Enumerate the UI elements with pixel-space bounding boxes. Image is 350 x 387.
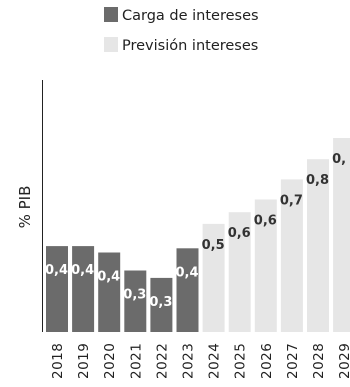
x-tick-2029: 2029: [337, 343, 350, 379]
bar-2026: [254, 199, 277, 332]
data-label-2029: 0,: [332, 152, 346, 167]
data-label-2020: 0,4: [97, 270, 120, 285]
x-tick-2019: 2019: [76, 343, 92, 379]
legend-swatch-prevision: [104, 37, 118, 52]
data-label-2026: 0,6: [254, 214, 277, 229]
x-tick-2027: 2027: [285, 343, 301, 379]
bar-2027: [280, 179, 303, 332]
y-axis-title: % PIB: [16, 186, 34, 229]
x-tick-2026: 2026: [259, 343, 275, 379]
data-label-2019: 0,4: [71, 263, 94, 278]
bar-2022: [150, 277, 173, 332]
data-label-2027: 0,7: [280, 193, 303, 208]
data-label-2021: 0,3: [123, 288, 146, 303]
bar-2021: [124, 270, 147, 332]
bar-2029: [333, 138, 350, 332]
bar-2020: [98, 252, 121, 332]
legend-swatch-carga: [104, 7, 118, 22]
legend-label-carga: Carga de intereses: [122, 8, 259, 24]
data-label-2022: 0,3: [149, 295, 172, 310]
bars: [46, 138, 350, 332]
bar-2028: [307, 159, 329, 332]
bar-2019: [72, 246, 95, 332]
data-labels: 0,4 0,4 0,40,3 0,30,40,50,60,60,70,80,: [45, 152, 346, 310]
bar-2024: [202, 223, 225, 332]
x-tick-2020: 2020: [102, 343, 118, 379]
x-tick-2025: 2025: [233, 343, 249, 379]
data-label-2018: 0,4: [45, 263, 68, 278]
data-label-2023: 0,4: [176, 265, 199, 280]
x-tick-2028: 2028: [311, 343, 327, 379]
bar-2018: [46, 246, 68, 332]
x-tick-labels: 2018 2019 2020 2021 2022 2023 2024 2025 2026 2027…: [50, 343, 350, 379]
legend-label-prevision: Previsión intereses: [122, 38, 258, 54]
data-label-2025: 0,6: [228, 226, 251, 241]
data-label-2024: 0,5: [202, 238, 225, 253]
x-tick-2022: 2022: [154, 343, 170, 379]
x-tick-2018: 2018: [50, 343, 66, 379]
x-tick-2023: 2023: [181, 343, 197, 379]
bar-2023: [176, 248, 199, 332]
x-tick-2021: 2021: [128, 343, 144, 379]
x-tick-2024: 2024: [207, 343, 223, 379]
legend: Carga de intereses Previsión intereses: [104, 7, 259, 54]
bar-2025: [228, 212, 251, 332]
data-label-2028: 0,8: [306, 173, 329, 188]
